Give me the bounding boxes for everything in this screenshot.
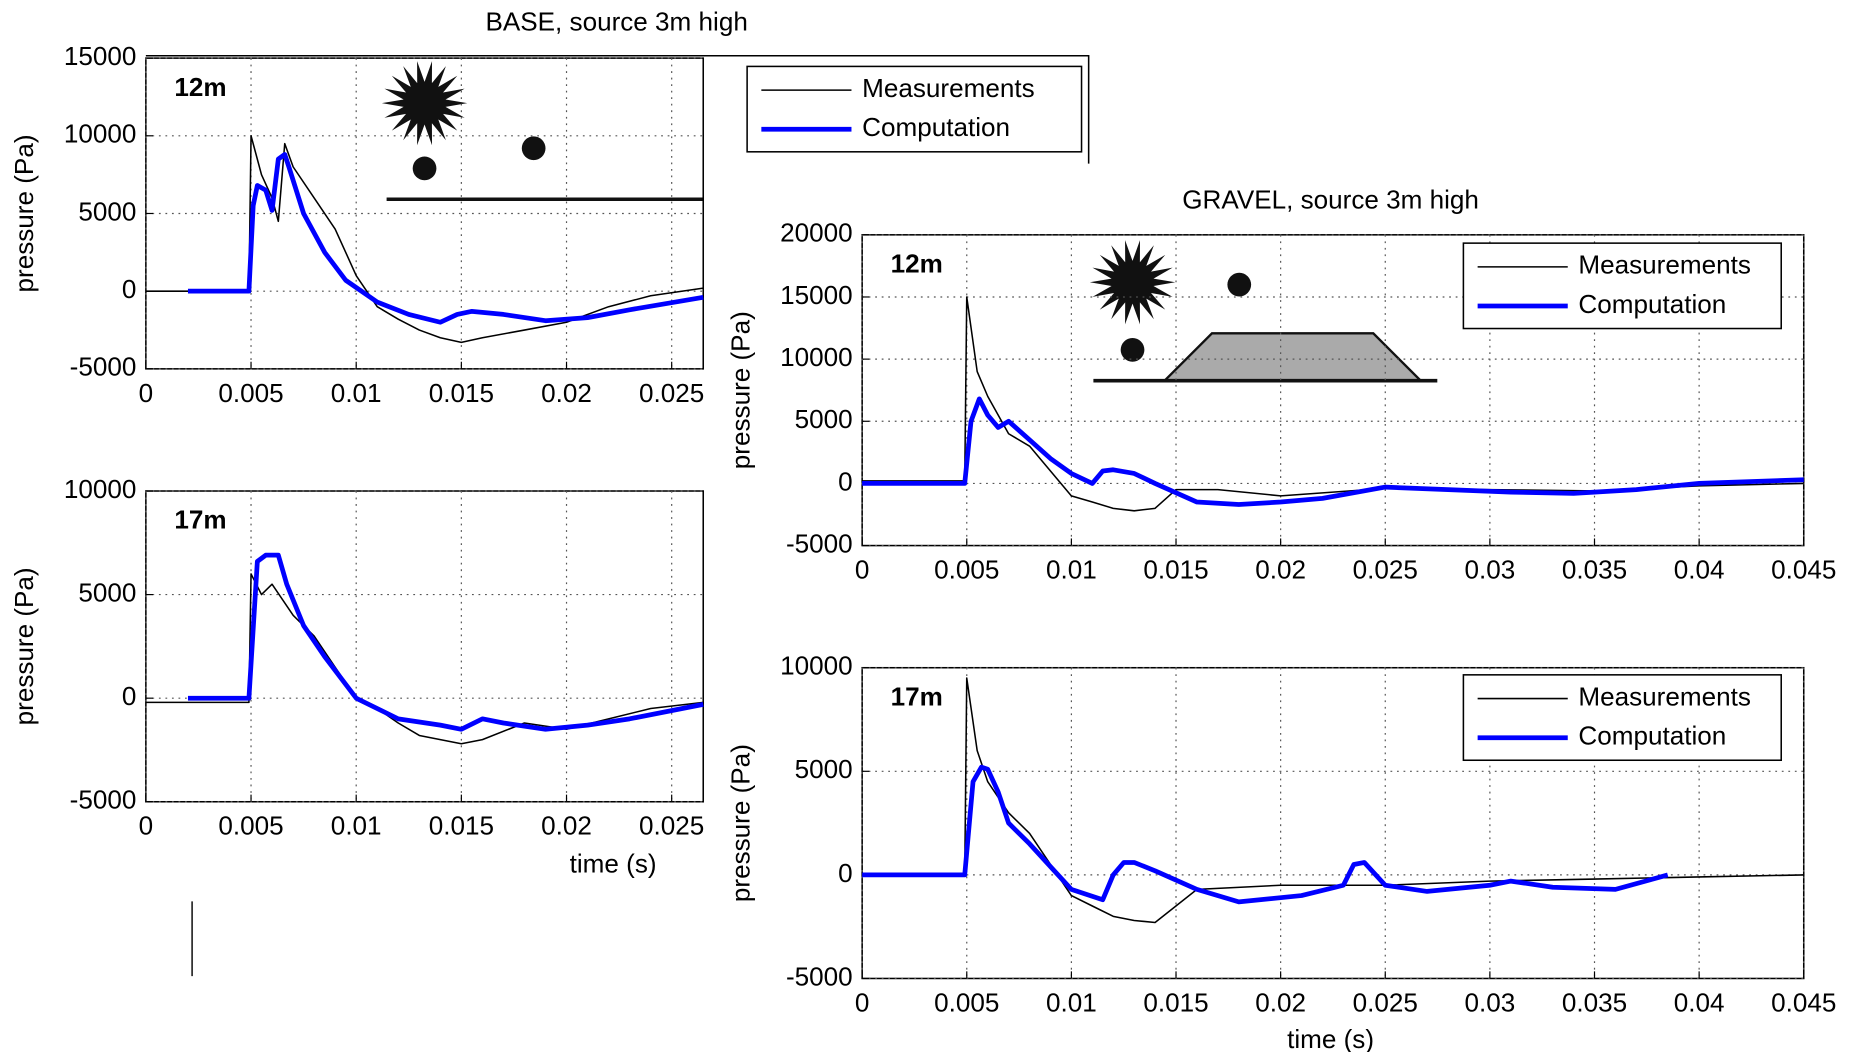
x-tick-label: 0.025: [639, 811, 704, 841]
y-tick-label: 15000: [64, 41, 137, 71]
receiver-dot: [412, 156, 437, 181]
x-tick-label: 0.04: [1674, 987, 1725, 1017]
legend-label: Computation: [1578, 289, 1726, 319]
x-tick-label: 0.04: [1674, 555, 1725, 585]
x-tick-label: 0.005: [934, 987, 999, 1017]
x-tick-label: 0.03: [1465, 555, 1516, 585]
x-tick-label: 0.015: [429, 378, 494, 408]
receiver-dot: [1227, 272, 1252, 297]
chart-title: GRAVEL, source 3m high: [1182, 185, 1479, 215]
x-tick-label: 0.035: [1562, 555, 1627, 585]
legend-label: Computation: [862, 112, 1010, 142]
legend-label: Computation: [1578, 721, 1726, 751]
panel-label: 12m: [174, 72, 226, 102]
diagrams: [191, 61, 1438, 977]
x-tick-label: 0.045: [1771, 987, 1836, 1017]
series-line: [187, 152, 704, 325]
x-axis-label: time (s): [1287, 1024, 1374, 1052]
series-line: [145, 135, 704, 344]
x-tick-label: 0: [855, 987, 870, 1017]
x-tick-label: 0.005: [934, 555, 999, 585]
y-tick-label: 5000: [795, 754, 853, 784]
x-tick-label: 0.015: [1143, 987, 1208, 1017]
series-line: [862, 764, 1669, 905]
x-tick-label: 0.025: [639, 378, 704, 408]
x-tick-label: 0.035: [1562, 987, 1627, 1017]
x-tick-label: 0.02: [1255, 987, 1306, 1017]
y-tick-label: -5000: [70, 785, 137, 815]
y-tick-label: 5000: [78, 577, 136, 607]
y-tick-label: 0: [122, 681, 137, 711]
y-tick-label: -5000: [786, 528, 853, 558]
x-tick-label: 0.015: [1143, 555, 1208, 585]
x-tick-label: 0.045: [1771, 555, 1836, 585]
axes-frame: [145, 54, 1090, 164]
x-tick-label: 0.01: [1046, 987, 1097, 1017]
x-tick-label: 0.02: [541, 378, 592, 408]
y-tick-label: 5000: [78, 196, 136, 226]
y-tick-label: 10000: [64, 119, 137, 149]
x-tick-label: 0.01: [1046, 555, 1097, 585]
x-tick-label: 0.005: [218, 811, 283, 841]
y-axis-label: pressure (Pa): [9, 134, 39, 292]
x-tick-label: 0.02: [1255, 555, 1306, 585]
legend-box: [746, 65, 1083, 153]
series-line: [862, 396, 1804, 507]
x-tick-label: 0.01: [331, 811, 382, 841]
y-axis-label: pressure (Pa): [725, 744, 755, 902]
x-tick-label: 0.025: [1353, 987, 1418, 1017]
y-tick-label: 0: [122, 274, 137, 304]
series-line: [862, 677, 1804, 924]
x-tick-label: 0.025: [1353, 555, 1418, 585]
panel-label: 12m: [891, 249, 943, 279]
panel-label: 17m: [174, 505, 226, 535]
x-tick-label: 0: [855, 555, 870, 585]
receiver-dot: [521, 136, 546, 161]
legend-label: Measurements: [1578, 681, 1750, 711]
y-tick-label: 5000: [795, 404, 853, 434]
source-star: [381, 61, 468, 146]
x-tick-label: 0: [139, 811, 154, 841]
y-tick-label: 0: [838, 466, 853, 496]
y-tick-label: 20000: [780, 218, 853, 248]
x-tick-label: 0.01: [331, 378, 382, 408]
x-tick-label: 0.015: [429, 811, 494, 841]
legend-box: [1462, 242, 1782, 330]
x-tick-label: 0.02: [541, 811, 592, 841]
panel-label: 17m: [891, 681, 943, 711]
x-tick-label: 0.03: [1465, 987, 1516, 1017]
y-tick-label: 0: [838, 858, 853, 888]
y-axis-label: pressure (Pa): [9, 567, 39, 725]
x-axis-label: time (s): [570, 849, 657, 879]
source-star: [1089, 240, 1176, 325]
plot-area: [145, 490, 705, 803]
legend-label: Measurements: [862, 73, 1034, 103]
y-axis-label: pressure (Pa): [725, 311, 755, 469]
y-tick-label: 15000: [780, 280, 853, 310]
legend-label: Measurements: [1578, 250, 1750, 280]
chart-title: BASE, source 3m high: [485, 7, 747, 37]
y-tick-label: 10000: [64, 474, 137, 504]
x-tick-label: 0.005: [218, 378, 283, 408]
y-tick-label: -5000: [70, 352, 137, 382]
y-tick-label: 10000: [780, 651, 853, 681]
receiver-dot: [1120, 338, 1145, 362]
y-tick-label: 10000: [780, 342, 853, 372]
series-line: [187, 552, 704, 732]
x-tick-label: 0: [139, 378, 154, 408]
y-tick-label: -5000: [786, 961, 853, 991]
legend-box: [1462, 674, 1782, 762]
